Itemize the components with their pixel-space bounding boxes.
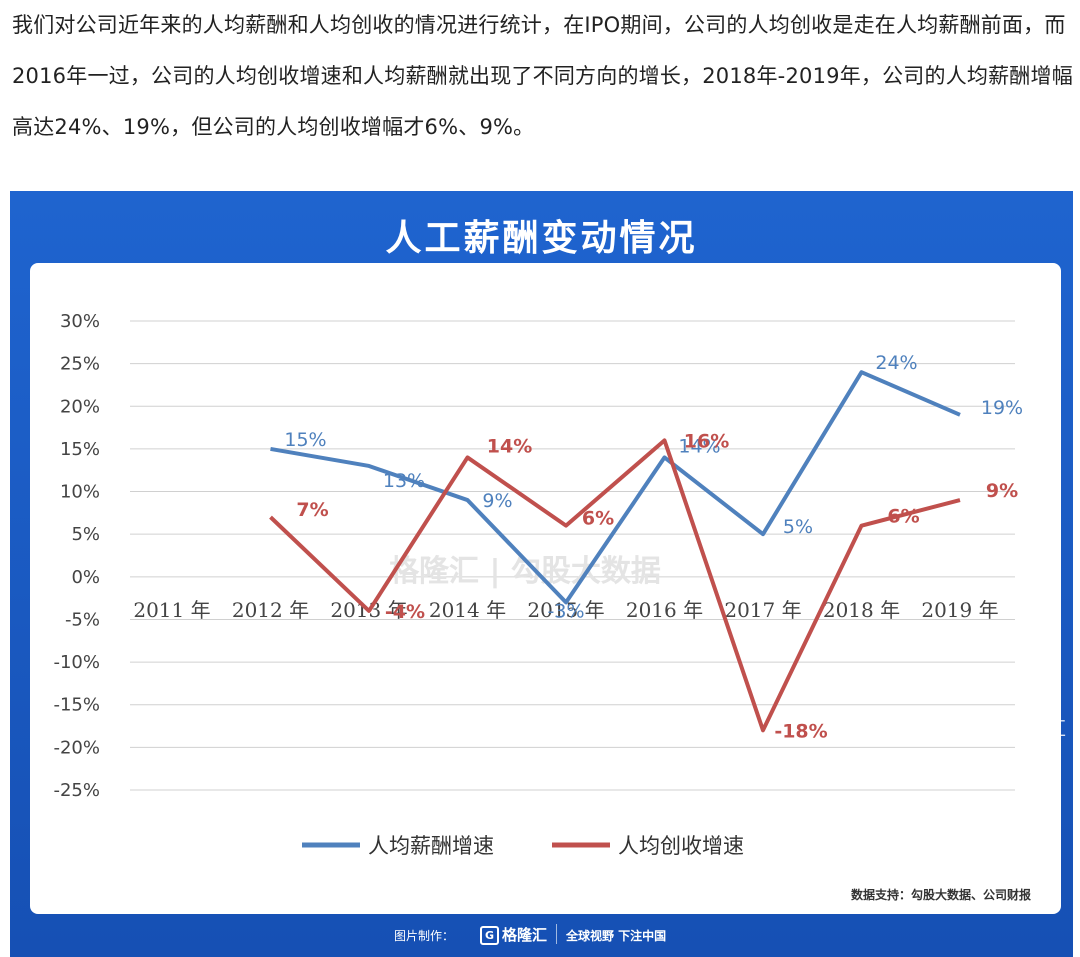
- y-tick-label: 30%: [60, 311, 100, 332]
- data-label: 6%: [887, 506, 919, 528]
- series-line-salary: [270, 370, 961, 605]
- footer-logo-text: 格隆汇: [502, 926, 548, 944]
- x-tick-label: 2014 年: [429, 598, 506, 622]
- corner-logo-text: 格隆汇: [1008, 718, 1066, 740]
- y-tick-label: 0%: [71, 567, 100, 588]
- y-tick-label: -10%: [53, 652, 100, 673]
- y-tick-label: 15%: [60, 439, 100, 460]
- x-tick-label: 2019 年: [921, 598, 998, 622]
- footer-made-by: 图片制作：: [394, 929, 455, 943]
- intro-paragraph: 我们对公司近年来的人均薪酬和人均创收的情况进行统计，在IPO期间，公司的人均创收…: [12, 13, 1073, 139]
- data-label: -4%: [385, 601, 425, 623]
- legend-label: 人均薪酬增速: [368, 834, 494, 858]
- footer-slogan: 全球视野 下注中国: [566, 929, 667, 943]
- footer-divider: [556, 924, 557, 944]
- data-label: 6%: [582, 508, 614, 530]
- series-line-revenue: [269, 438, 961, 733]
- y-tick-label: -25%: [53, 780, 100, 801]
- corner-logo-mark-icon: G: [986, 720, 1006, 739]
- x-tick-label: 2017 年: [724, 598, 801, 622]
- data-label: 5%: [783, 516, 813, 538]
- x-tick-label: 2011 年: [133, 598, 210, 622]
- y-tick-label: 20%: [60, 396, 100, 417]
- source-note: 数据支持：勾股大数据、公司财报: [850, 888, 1031, 902]
- data-label: 14%: [487, 435, 532, 457]
- x-tick-label: 2016 年: [626, 598, 703, 622]
- logo-mark-icon: G: [480, 926, 499, 945]
- plot-panel: 30% 25% 20% 15% 10% 5% 0% -5% -10% -15% -20% -25% 格隆…: [30, 263, 1061, 914]
- data-label: -18%: [774, 720, 827, 742]
- line-chart: 30%25%20%15%10%5%0%-5%-10%-15%-20%-25%格隆…: [53, 311, 1023, 858]
- y-tick-label: -15%: [53, 695, 100, 716]
- data-label: 9%: [482, 490, 512, 512]
- footer-bar: 图片制作： G 格隆汇 全球视野 下注中国: [10, 920, 1073, 950]
- chart-card: 人工薪酬变动情况 30% 25% 20% 15% 10% 5% 0% -5% -10% -15% -…: [10, 191, 1073, 957]
- data-label: 15%: [284, 429, 326, 451]
- data-label: 19%: [981, 397, 1023, 419]
- data-label: 7%: [296, 499, 328, 521]
- data-label: 9%: [986, 480, 1018, 502]
- legend-label: 人均创收增速: [618, 834, 744, 858]
- y-tick-label: 10%: [60, 482, 100, 503]
- chart-title: 人工薪酬变动情况: [385, 218, 698, 259]
- data-label: 13%: [383, 470, 425, 492]
- y-tick-label: -5%: [65, 609, 100, 630]
- y-tick-label: 25%: [60, 354, 100, 375]
- corner-watermark-logo: G 格隆汇: [986, 714, 1066, 741]
- y-tick-label: 5%: [71, 524, 100, 545]
- data-label: 16%: [684, 430, 729, 452]
- y-tick-label: -20%: [53, 737, 100, 758]
- x-tick-label: 2012 年: [232, 598, 309, 622]
- x-tick-label: 2018 年: [823, 598, 900, 622]
- footer-logo: G 格隆汇: [480, 924, 547, 945]
- data-label: 14%: [678, 435, 720, 457]
- data-label: -3%: [548, 600, 585, 622]
- data-label: 24%: [875, 352, 917, 374]
